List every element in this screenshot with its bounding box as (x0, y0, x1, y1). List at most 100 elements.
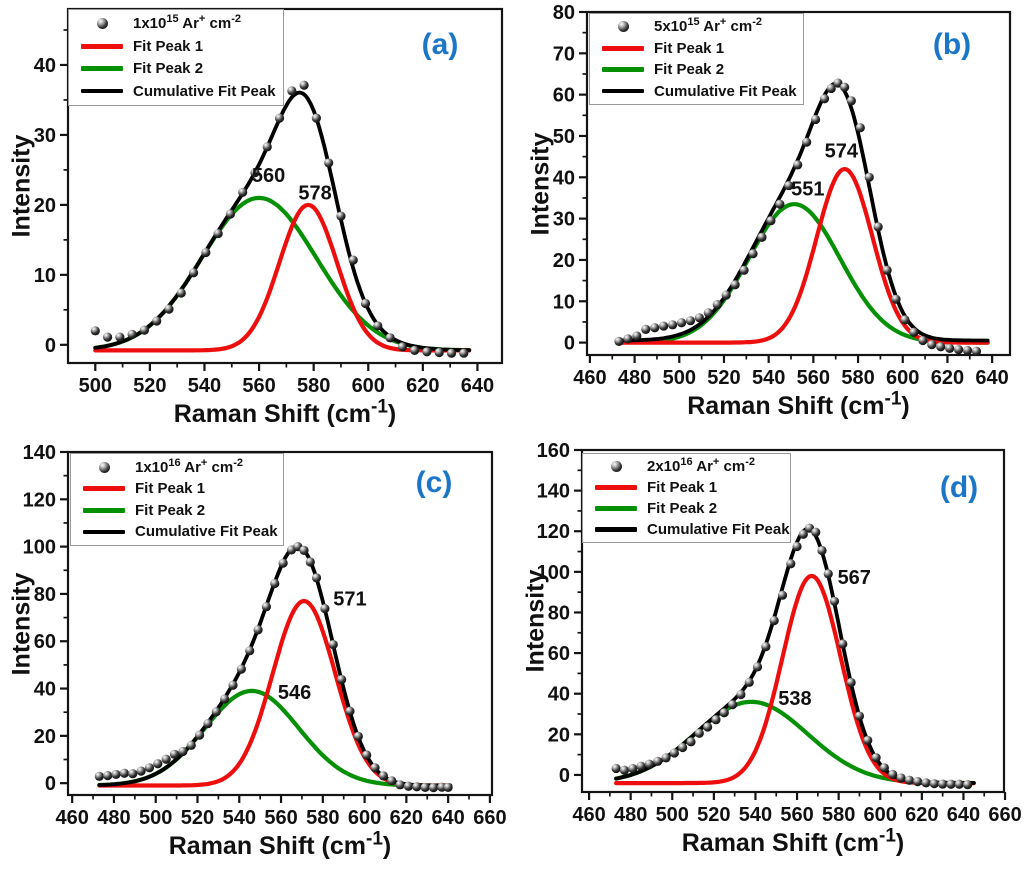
svg-text:600: 600 (352, 375, 385, 397)
scatter-points (94, 542, 453, 793)
svg-text:160: 160 (537, 440, 570, 462)
svg-text:660: 660 (988, 804, 1021, 826)
legend-label-fit2: Fit Peak 2 (654, 61, 725, 79)
x-axis-title-d: Raman Shift (cm-1) (681, 825, 905, 857)
curve-fit-peak-2 (93, 195, 472, 353)
svg-text:520: 520 (133, 375, 166, 397)
scatter-points (614, 78, 982, 356)
svg-text:120: 120 (23, 489, 56, 511)
legend-label-fit1: Fit Peak 1 (135, 480, 206, 498)
legend-item-fit2: Fit Peak 2 (79, 58, 279, 79)
svg-text:60: 60 (553, 85, 575, 107)
legend-item-fit2: Fit Peak 2 (81, 500, 279, 521)
svg-text:540: 540 (188, 375, 221, 397)
svg-text:500: 500 (656, 804, 689, 826)
legend-item-data: 1x1015 Ar+ cm-2 (79, 13, 279, 34)
legend-label-fit2: Fit Peak 2 (133, 60, 204, 78)
svg-text:20: 20 (548, 724, 570, 746)
svg-text:551: 551 (791, 178, 824, 200)
y-axis-title-b: Intensity (526, 132, 555, 235)
curve-fit-peak-1 (97, 598, 453, 788)
tick-labels: 460 480 500 520 540 560 580 600 620 640 0 10 20 30 40 5… (553, 2, 1009, 389)
svg-text:580: 580 (822, 804, 855, 826)
svg-text:80: 80 (34, 584, 56, 606)
svg-text:600: 600 (886, 367, 919, 389)
legend-item-data: 1x1016 Ar+ cm-2 (81, 457, 279, 478)
panel-d: 460 480 500 520 540 560 580 600 620 640 660 0 20 40 60… (512, 435, 1024, 871)
legend-item-data: 5x1015 Ar+ cm-2 (600, 16, 799, 37)
panel-letter-c: (c) (415, 466, 453, 499)
fit1-line-icon (593, 485, 639, 490)
scatter-symbol-icon (593, 461, 639, 472)
y-axis-title-d: Intensity (521, 569, 550, 673)
y-axis-title-c: Intensity (7, 572, 36, 675)
svg-text:100: 100 (537, 562, 570, 584)
svg-text:500: 500 (663, 367, 696, 389)
svg-text:80: 80 (553, 2, 575, 24)
svg-text:480: 480 (618, 367, 651, 389)
svg-text:500: 500 (139, 807, 172, 829)
x-axis-title-a: Raman Shift (cm-1) (173, 396, 397, 428)
cumulative-line-icon (79, 88, 125, 94)
legend-item-data: 2x1016 Ar+ cm-2 (593, 456, 786, 477)
legend-a: 1x1015 Ar+ cm-2 Fit Peak 1 Fit Peak 2 Cu… (68, 9, 284, 106)
scatter-symbol-icon (79, 18, 125, 30)
peak-annotations: 560 578 (252, 165, 332, 204)
svg-text:40: 40 (34, 679, 56, 701)
curve-fit-peak-2 (614, 699, 976, 786)
svg-text:520: 520 (697, 804, 730, 826)
svg-text:560: 560 (780, 804, 813, 826)
svg-text:540: 540 (739, 804, 772, 826)
svg-text:20: 20 (34, 195, 56, 217)
curve-fit-peak-1 (614, 573, 976, 786)
plot-canvas-b: 460 480 500 520 540 560 580 600 620 640 0 10 20 30 40 5… (553, 2, 1012, 389)
svg-text:640: 640 (947, 804, 980, 826)
svg-text:60: 60 (34, 631, 56, 653)
curve-fit-peak-1 (93, 202, 472, 353)
curve-cumulative-fit (614, 526, 976, 785)
legend-item-fit2: Fit Peak 2 (593, 498, 786, 519)
fit2-line-icon (81, 508, 127, 513)
svg-text:10: 10 (553, 291, 575, 313)
svg-text:546: 546 (278, 682, 311, 704)
svg-text:620: 620 (390, 807, 423, 829)
curve-cumulative-fit (617, 81, 990, 343)
ticks (574, 448, 1007, 800)
y-axis-title-a: Intensity (7, 134, 36, 238)
legend-item-cumulative: Cumulative Fit Peak (79, 81, 279, 102)
axes-frame (580, 448, 1006, 794)
tick-labels: 460 480 500 520 540 560 580 600 620 640 660 0 20 40 60… (537, 440, 1022, 826)
legend-label-fit2: Fit Peak 2 (647, 500, 718, 517)
svg-text:40: 40 (34, 55, 56, 77)
legend-item-fit2: Fit Peak 2 (600, 59, 799, 80)
svg-text:0: 0 (45, 335, 56, 357)
svg-text:560: 560 (264, 807, 297, 829)
legend-label-cumulative: Cumulative Fit Peak (133, 82, 276, 100)
dose-exp: 15 (166, 13, 179, 26)
svg-text:40: 40 (548, 684, 570, 706)
svg-text:40: 40 (553, 167, 575, 189)
legend-item-cumulative: Cumulative Fit Peak (600, 81, 799, 102)
svg-text:560: 560 (252, 165, 285, 187)
panel-a: 500 520 540 560 580 600 620 640 0 10 20 30 40 560 578 … (0, 0, 512, 436)
scatter-symbol-icon (600, 21, 646, 33)
peak-annotations: 571 546 (278, 589, 367, 704)
ticks (60, 29, 479, 371)
legend-b: 5x1015 Ar+ cm-2 Fit Peak 1 Fit Peak 2 Cu… (589, 13, 804, 105)
plot-canvas-c: 460 480 500 520 540 560 580 600 620 640 660 0 20 40 60… (23, 442, 507, 829)
legend-label-cumulative: Cumulative Fit Peak (647, 521, 790, 538)
svg-text:540: 540 (223, 807, 256, 829)
svg-text:20: 20 (553, 250, 575, 272)
x-axis-title-c: Raman Shift (cm-1) (168, 828, 392, 860)
svg-text:80: 80 (548, 602, 570, 624)
ticks (60, 450, 492, 803)
svg-text:600: 600 (348, 807, 381, 829)
fit1-line-icon (81, 486, 127, 491)
svg-text:30: 30 (553, 209, 575, 231)
panel-c: 460 480 500 520 540 560 580 600 620 640 660 0 20 40 60… (0, 435, 512, 871)
svg-text:560: 560 (242, 375, 275, 397)
svg-text:0: 0 (559, 765, 570, 787)
scatter-symbol-icon (81, 461, 127, 473)
svg-text:60: 60 (548, 643, 570, 665)
